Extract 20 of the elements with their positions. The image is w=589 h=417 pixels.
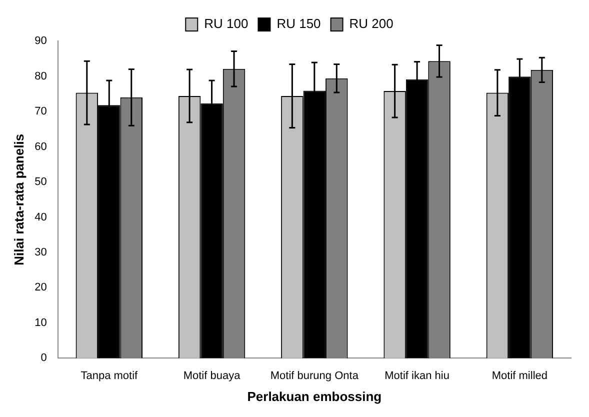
x-tick-label: Motif milled xyxy=(492,370,548,382)
y-tick-label: 80 xyxy=(34,70,47,82)
x-tick-label: Tanpa motif xyxy=(80,370,139,382)
y-tick-label: 10 xyxy=(34,316,47,329)
y-tick-label: 90 xyxy=(34,35,47,48)
y-tick-label: 40 xyxy=(34,211,47,224)
legend-label: RU 100 xyxy=(204,16,248,32)
legend-label: RU 200 xyxy=(349,16,394,32)
y-tick-label: 0 xyxy=(40,352,47,364)
y-tick-label: 60 xyxy=(34,140,47,153)
x-tick-label: Motif burung Onta xyxy=(270,370,360,382)
y-tick-label: 30 xyxy=(34,246,47,258)
legend-label: RU 150 xyxy=(276,16,321,32)
y-tick-label: 20 xyxy=(34,282,47,294)
y-tick-label: 70 xyxy=(34,106,47,118)
x-tick-label: Motif buaya xyxy=(183,370,242,382)
y-axis-title: Nilai rata-rata panelis xyxy=(11,134,26,266)
x-tick-label: Motif ikan hiu xyxy=(384,370,450,382)
x-axis-title: Perlakuan embossing xyxy=(247,388,382,404)
y-tick-label: 50 xyxy=(34,176,47,188)
